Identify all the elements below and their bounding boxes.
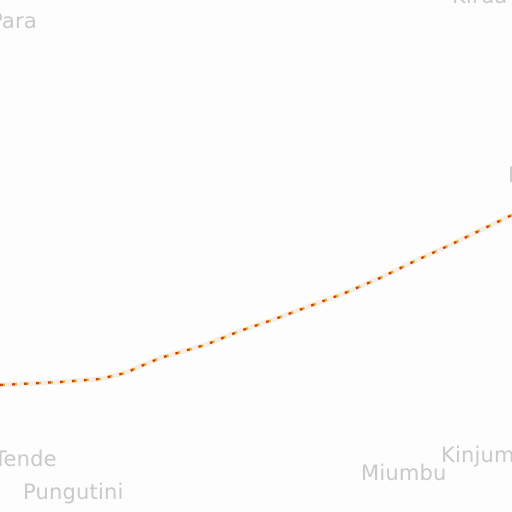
- railway-line-red: [0, 213, 512, 387]
- place-label-pungutini: Pungutini: [23, 480, 124, 504]
- railway-casing: [0, 212, 512, 388]
- place-label-tende: Tende: [0, 447, 57, 471]
- place-label-para: Para: [0, 9, 37, 33]
- place-label-right-edge: M: [508, 163, 512, 187]
- railway-line-yellow: [0, 213, 512, 387]
- place-label-miumbu: Miumbu: [361, 461, 447, 485]
- place-label-kinjum: Kinjum: [441, 443, 512, 467]
- place-label-top-right: Kirua: [452, 0, 507, 8]
